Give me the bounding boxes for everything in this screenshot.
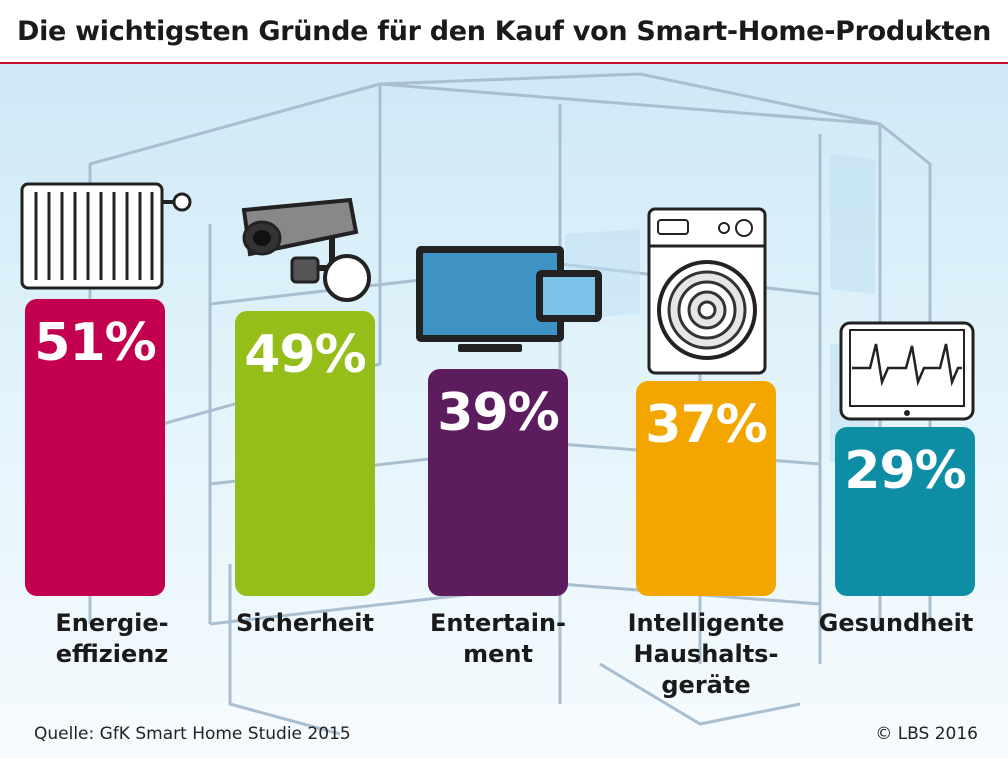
bar-gesundheit: 29% bbox=[835, 427, 975, 596]
chart-stage: 51% Energie- effizienz 49% Sicherheit 39% Ent… bbox=[0, 64, 1008, 758]
category-label-haushaltsgeraete: Intelligente Haushalts- geräte bbox=[627, 609, 785, 699]
bar-entertainment: 39% bbox=[428, 369, 568, 596]
heart-monitor-tablet-icon bbox=[839, 321, 975, 421]
security-camera-icon bbox=[241, 197, 371, 302]
bar-value-label: 49% bbox=[244, 325, 366, 385]
title-divider bbox=[0, 62, 1008, 64]
bar-value-label: 29% bbox=[844, 441, 966, 501]
source-note: Quelle: GfK Smart Home Studie 2015 bbox=[34, 724, 351, 744]
bar-energieeffizienz: 51% bbox=[25, 299, 165, 596]
bar-sicherheit: 49% bbox=[235, 311, 375, 596]
category-label-entertainment: Entertain- ment bbox=[429, 609, 566, 668]
bar-value-label: 37% bbox=[645, 395, 767, 455]
category-label-gesundheit: Gesundheit bbox=[818, 609, 974, 637]
category-label-energieeffizienz: Energie- effizienz bbox=[55, 609, 169, 668]
tv-tablet-icon bbox=[416, 246, 602, 352]
chart-title: Die wichtigsten Gründe für den Kauf von … bbox=[0, 0, 1008, 62]
bar-value-label: 39% bbox=[437, 383, 559, 443]
bar-value-label: 51% bbox=[34, 313, 156, 373]
washing-machine-icon bbox=[647, 207, 767, 375]
copyright-note: © LBS 2016 bbox=[875, 724, 978, 744]
category-label-sicherheit: Sicherheit bbox=[236, 609, 374, 637]
radiator-icon bbox=[20, 182, 192, 290]
bar-haushaltsgeraete: 37% bbox=[636, 381, 776, 596]
